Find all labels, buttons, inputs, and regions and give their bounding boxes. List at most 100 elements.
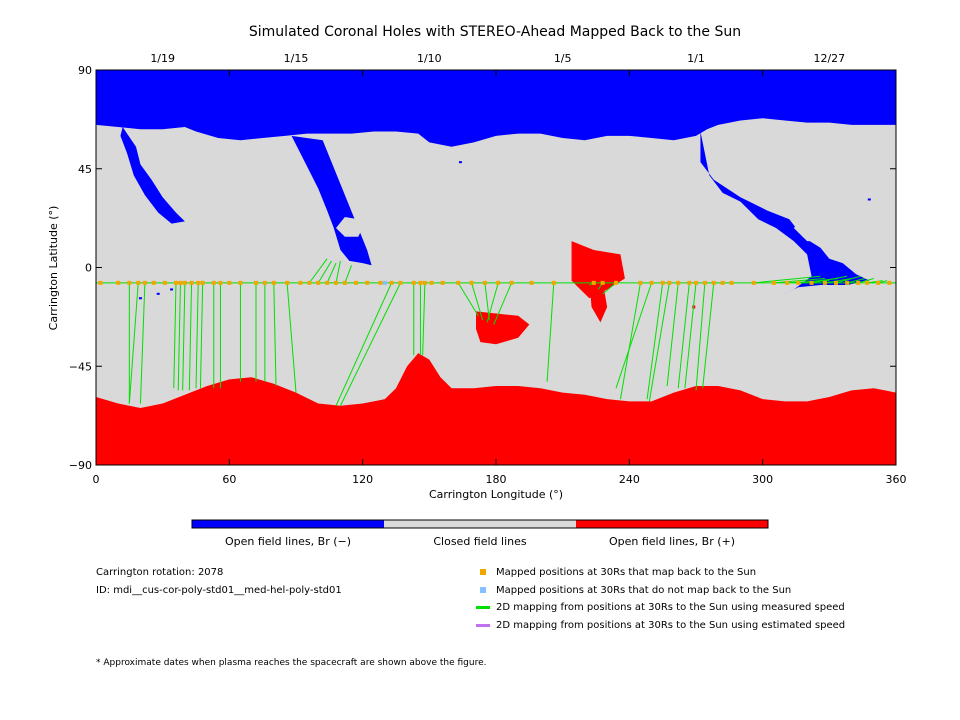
measured-mapping-line xyxy=(835,275,861,284)
mapped-point xyxy=(211,280,216,285)
mapped-point xyxy=(751,280,756,285)
mapped-point xyxy=(238,280,243,285)
legend-label: Mapped positions at 30Rs that do not map… xyxy=(496,585,792,596)
mapped-point xyxy=(865,280,870,285)
measured-mapping-line xyxy=(695,282,706,391)
mapped-point xyxy=(151,280,156,285)
mapped-point xyxy=(676,280,681,285)
y-tick-label: 90 xyxy=(78,64,92,77)
top-date-label: 1/1 xyxy=(687,52,705,65)
mapped-point xyxy=(411,280,416,285)
mapped-point xyxy=(174,280,178,285)
mapped-point xyxy=(687,280,692,285)
measured-mapping-line xyxy=(846,277,866,284)
mapped-point xyxy=(127,280,132,285)
mapped-point xyxy=(422,280,427,285)
mapped-point xyxy=(856,280,861,285)
unmapped-point xyxy=(382,280,387,285)
y-tick-label: 45 xyxy=(78,163,92,176)
mapped-point xyxy=(834,280,838,285)
measured-mapping-line xyxy=(753,275,821,284)
x-tick-label: 360 xyxy=(886,473,907,486)
colorbar-label-open-negative: Open field lines, Br (−) xyxy=(224,535,352,548)
mapped-point xyxy=(378,280,383,285)
y-axis-ticks: 90 45 0 −45 −90 xyxy=(69,64,896,472)
measured-mapping-line xyxy=(422,282,426,356)
measured-mapping-line xyxy=(486,282,499,323)
mapped-point xyxy=(116,280,121,285)
mapped-point xyxy=(136,280,141,285)
mapped-point xyxy=(389,280,394,285)
mapped-point xyxy=(638,280,643,285)
negative-lobe-west xyxy=(120,127,185,224)
measured-mapping-line xyxy=(128,282,139,404)
measured-mapping-line xyxy=(326,262,337,284)
closed-island-c xyxy=(793,214,839,242)
mapped-point xyxy=(887,280,892,285)
mapped-point xyxy=(307,280,312,285)
top-date-label: 1/19 xyxy=(150,52,175,65)
mapped-point xyxy=(325,280,330,285)
mapped-point xyxy=(162,280,167,285)
green-line-icon xyxy=(476,605,490,609)
measured-mapping-line xyxy=(648,282,670,402)
mapped-point xyxy=(660,280,665,285)
measured-mapping-line xyxy=(339,282,401,406)
mapped-point xyxy=(529,280,534,285)
top-date-label: 1/5 xyxy=(554,52,572,65)
measured-mapping-line xyxy=(188,282,193,391)
top-date-label: 1/10 xyxy=(417,52,442,65)
negative-speck xyxy=(156,292,160,295)
mapped-point xyxy=(614,280,618,285)
colorbar-label-open-positive: Open field lines, Br (+) xyxy=(608,535,736,548)
measured-mapping-line xyxy=(493,282,513,325)
x-tick-label: 0 xyxy=(93,473,100,486)
mapped-point xyxy=(456,280,461,285)
measured-mapping-line xyxy=(546,282,555,382)
colorbar xyxy=(191,519,769,529)
mapped-point xyxy=(182,280,187,285)
mapped-point xyxy=(418,280,423,285)
mapped-point xyxy=(809,280,814,285)
measured-mapping-line xyxy=(666,282,679,387)
mapped-point xyxy=(711,280,716,285)
south-positive-polar-hole xyxy=(96,353,896,465)
colorbar-closed xyxy=(384,520,576,528)
y-tick-label: −45 xyxy=(69,360,92,373)
measured-mapping-line xyxy=(273,282,277,387)
mapped-point xyxy=(262,280,267,285)
colorbar-label-closed: Closed field lines xyxy=(433,535,527,548)
legend-item-unmapped: Mapped positions at 30Rs that do not map… xyxy=(480,585,791,597)
positive-tail xyxy=(589,280,608,323)
purple-line-icon xyxy=(476,623,490,627)
mapped-point xyxy=(429,280,434,285)
mapped-point xyxy=(440,280,445,285)
mapped-point xyxy=(298,280,303,285)
orange-dot-icon xyxy=(480,569,486,575)
mapped-point xyxy=(142,280,147,285)
y-tick-label: −90 xyxy=(69,459,92,472)
measured-mapping-line xyxy=(173,282,177,389)
measured-mapping-line xyxy=(619,282,641,400)
y-axis-label: Carrington Latitude (°) xyxy=(47,206,60,331)
plot-area xyxy=(96,70,896,465)
colorbar-open-positive xyxy=(576,520,768,528)
mapped-point xyxy=(591,280,596,285)
closed-island-b xyxy=(727,164,768,185)
y-tick-label: 0 xyxy=(85,262,92,275)
measured-mapping-line xyxy=(602,282,617,295)
measured-mapping-line xyxy=(615,282,653,389)
measured-mapping-line xyxy=(308,258,328,284)
carrington-rotation: Carrington rotation: 2078 xyxy=(96,567,224,578)
colorbar-open-negative xyxy=(192,520,384,528)
north-negative-polar-hole xyxy=(96,70,896,147)
mapped-point xyxy=(482,280,487,285)
mapped-point xyxy=(342,280,347,285)
legend-item-measured-speed: 2D mapping from positions at 30Rs to the… xyxy=(476,602,845,614)
legend-item-estimated-speed: 2D mapping from positions at 30Rs to the… xyxy=(476,620,845,632)
measured-mapping-line xyxy=(317,260,332,284)
measured-mapping-line xyxy=(195,282,199,389)
measured-mapping-line xyxy=(199,282,204,389)
positive-lobe-north xyxy=(571,241,625,299)
measured-mapping-line xyxy=(677,282,690,389)
